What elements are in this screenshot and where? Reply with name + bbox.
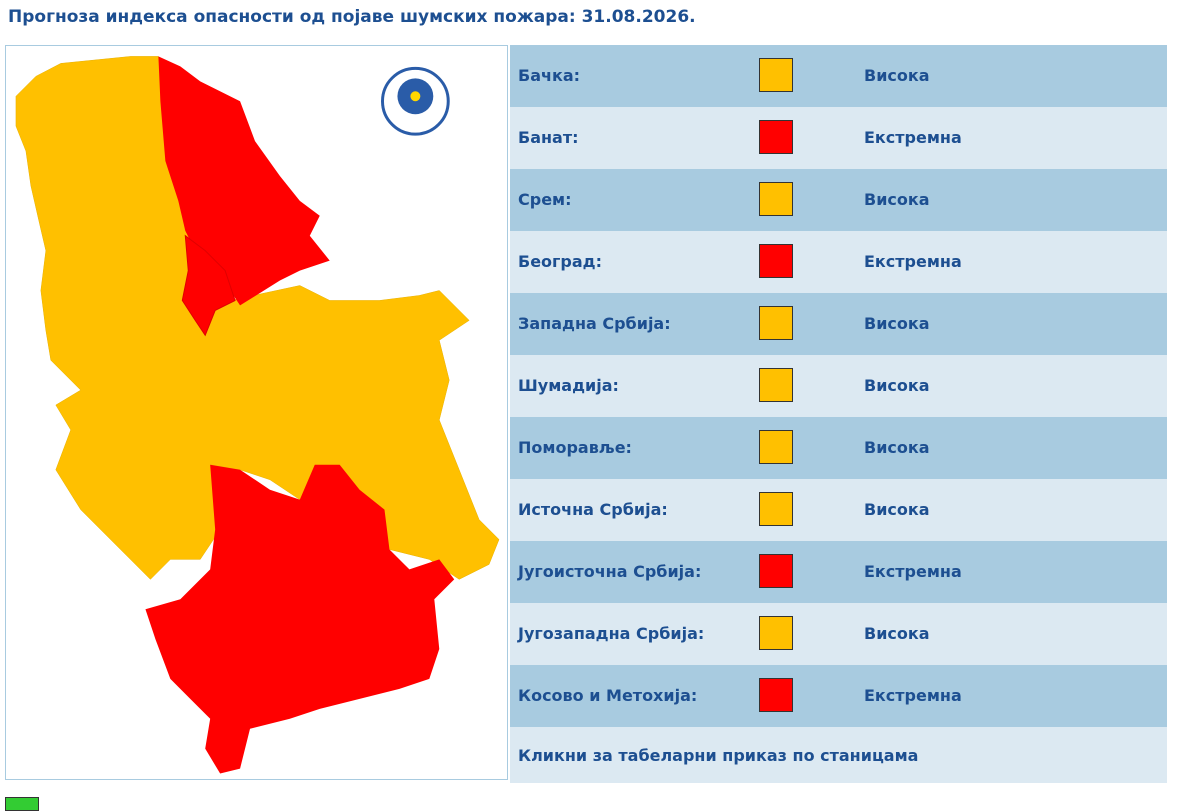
danger-level: Висока [864, 376, 930, 395]
danger-level: Екстремна [864, 562, 962, 581]
region-name: Западна Србија: [518, 314, 671, 333]
map-region [145, 464, 455, 774]
level-swatch [759, 430, 793, 464]
level-swatch [759, 368, 793, 402]
danger-level: Екстремна [864, 252, 962, 271]
map-region [158, 56, 330, 306]
danger-level: Висока [864, 438, 930, 457]
level-swatch [759, 492, 793, 526]
region-name: Банат: [518, 128, 579, 147]
level-swatch [759, 554, 793, 588]
region-name: Београд: [518, 252, 602, 271]
legend-swatch [5, 797, 39, 811]
level-swatch [759, 58, 793, 92]
level-swatch [759, 244, 793, 278]
danger-level: Висока [864, 624, 930, 643]
station-table-link[interactable]: Кликни за табеларни приказ по станицама [518, 746, 919, 765]
level-swatch [759, 306, 793, 340]
region-name: Источна Србија: [518, 500, 668, 519]
region-name: Срем: [518, 190, 572, 209]
region-name: Бачка: [518, 66, 581, 85]
danger-level: Висока [864, 500, 930, 519]
map [5, 45, 508, 780]
map-region [181, 234, 236, 337]
table-row: Југоисточна Србија: Екстремна [510, 541, 1167, 603]
region-name: Југозападна Србија: [518, 624, 705, 643]
table-row: Поморавље: Висока [510, 417, 1167, 479]
danger-level: Екстремна [864, 686, 962, 705]
table-row: Југозападна Србија: Висока [510, 603, 1167, 665]
region-name: Косово и Метохија: [518, 686, 698, 705]
danger-level: Висока [864, 314, 930, 333]
danger-level: Висока [864, 190, 930, 209]
level-swatch [759, 616, 793, 650]
table-row: Западна Србија: Висока [510, 293, 1167, 355]
danger-level: Висока [864, 66, 930, 85]
region-name: Поморавље: [518, 438, 632, 457]
table-row: Срем: Висока [510, 169, 1167, 231]
level-swatch [759, 120, 793, 154]
table-row: Банат: Екстремна [510, 107, 1167, 169]
link-row: Кликни за табеларни приказ по станицама [510, 727, 1167, 783]
page-title: Прогноза индекса опасности од појаве шум… [8, 7, 696, 27]
forecast-table: Бачка: Висока Банат: Екстремна Срем: Висока Бе… [510, 45, 1167, 783]
table-row: Шумадија: Висока [510, 355, 1167, 417]
region-name: Југоисточна Србија: [518, 562, 702, 581]
region-name: Шумадија: [518, 376, 619, 395]
table-row: Бачка: Висока [510, 45, 1167, 107]
logo [381, 66, 450, 136]
table-row: Косово и Метохија: Екстремна [510, 665, 1167, 727]
danger-level: Екстремна [864, 128, 962, 147]
level-swatch [759, 182, 793, 216]
table-row: Београд: Екстремна [510, 231, 1167, 293]
level-swatch [759, 678, 793, 712]
table-row: Источна Србија: Висока [510, 479, 1167, 541]
